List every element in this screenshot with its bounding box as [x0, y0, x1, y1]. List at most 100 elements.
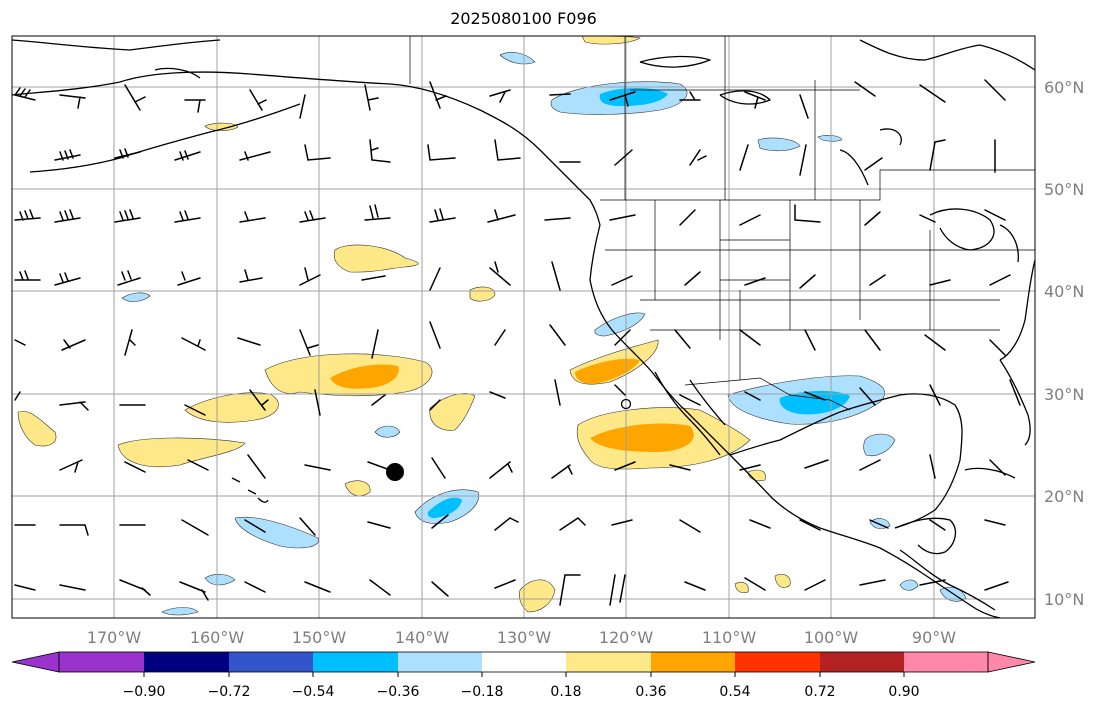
cuba [964, 467, 1016, 479]
wind-barb [744, 391, 761, 401]
wind-barb [59, 459, 83, 473]
lon-label: 150°W [292, 628, 347, 647]
wind-barb [929, 519, 946, 531]
wind-barb [371, 329, 379, 359]
wind-barb [551, 261, 561, 291]
wind-barb [864, 329, 881, 351]
shade-negative [599, 88, 668, 106]
colorbar-tick-label: 0.36 [635, 684, 666, 700]
wind-barb [674, 329, 691, 349]
longitude-labels: 170°W 160°W 150°W 140°W 130°W 120°W 110°… [87, 628, 956, 647]
wind-barb [614, 384, 626, 396]
lat-label: 10°N [1044, 590, 1084, 609]
wind-barb [799, 94, 809, 119]
lon-label: 130°W [497, 628, 552, 647]
coastlines [12, 39, 1035, 618]
shade-positive [590, 423, 694, 452]
wind-barb [869, 274, 886, 286]
colorbar-segment [59, 652, 144, 672]
canada-provinces [624, 36, 860, 200]
storm-marker [386, 463, 404, 481]
wind-barb [14, 584, 36, 591]
lat-label: 40°N [1044, 282, 1084, 301]
colorbar-segment [482, 652, 566, 672]
alaska-peninsula [29, 103, 301, 173]
shade-positive [344, 480, 371, 497]
map-frame [11, 35, 1036, 619]
colorbar-frame [58, 651, 989, 673]
wind-barb [187, 459, 209, 471]
wind-barb [549, 93, 571, 96]
wind-barb [614, 329, 631, 346]
hawaii [231, 477, 269, 503]
wind-barb [919, 214, 936, 223]
map-title: 2025080100 F096 [450, 9, 597, 28]
shade-negative [161, 607, 199, 616]
baja-california [654, 371, 726, 456]
wind-barb [864, 211, 881, 226]
wind-barb [119, 579, 151, 596]
colorbar-extend-high [987, 651, 1036, 673]
wind-barb [299, 210, 326, 223]
colorbar-segment [144, 652, 229, 672]
wind-barb [184, 99, 206, 113]
wind-barb [59, 401, 89, 411]
wind-barb [804, 391, 826, 401]
wind-barb [124, 84, 146, 111]
wind-barb [429, 267, 441, 291]
wind-barb [174, 210, 201, 223]
wind-barb [799, 274, 816, 289]
shade-positive [429, 393, 476, 431]
wind-barb [431, 514, 449, 529]
wind-barb [14, 87, 36, 101]
wind-barb [364, 84, 379, 111]
na-west-coast [589, 224, 1001, 618]
colorbar-tick-label: −0.54 [292, 684, 335, 700]
shade-negative [779, 390, 850, 415]
wind-barb [429, 399, 441, 411]
wind-barb [249, 89, 267, 111]
wind-barb [54, 209, 81, 223]
shade-positive [17, 410, 57, 447]
alaska-coast [12, 71, 601, 226]
shade-negative [757, 137, 801, 152]
shade-negative [899, 579, 919, 591]
wind-barb [244, 581, 266, 593]
wind-barb [989, 339, 1006, 356]
shade-positive [184, 392, 279, 423]
wind-barb [489, 89, 511, 103]
lon-label: 110°W [702, 628, 757, 647]
wind-barb [859, 579, 886, 586]
wind-barb [304, 144, 331, 161]
wind-barb [237, 337, 261, 346]
great-lakes [929, 208, 1019, 263]
shade-positive [333, 244, 419, 273]
wind-barb [799, 144, 807, 176]
wind-barb [984, 519, 1006, 526]
wind-barb [739, 464, 761, 471]
wind-barb [304, 464, 331, 471]
wind-barb [299, 94, 306, 119]
wind-barb [299, 329, 319, 356]
wind-barb [369, 139, 391, 163]
colorbar-segment [229, 652, 313, 672]
shade-negative [234, 516, 319, 549]
wind-barb [804, 459, 829, 469]
colorbar-tick-label: −0.90 [123, 684, 166, 700]
wind-barb [494, 329, 506, 346]
canada-arctic [639, 55, 902, 186]
wind-barb [244, 519, 266, 533]
us-mexico-border [684, 377, 851, 411]
wind-barb [559, 517, 586, 531]
wind-barb [431, 457, 446, 479]
yucatan [894, 517, 957, 555]
wind-barb [869, 519, 889, 529]
wind-barb [489, 391, 506, 399]
wind-barb [544, 217, 571, 221]
wind-barb [984, 209, 1006, 221]
wind-barb [124, 461, 146, 473]
wind-barb [431, 581, 449, 597]
wind-barb [919, 84, 946, 103]
colorbar-tick-label: 0.18 [550, 684, 581, 700]
